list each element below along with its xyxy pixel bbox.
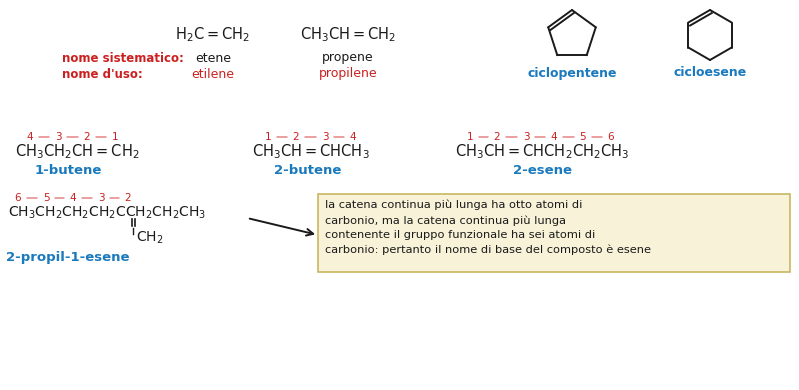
Text: 2: 2	[494, 132, 500, 142]
Text: la catena continua più lunga ha otto atomi di
carbonio, ma la catena continua pi: la catena continua più lunga ha otto ato…	[325, 200, 651, 255]
Text: 2: 2	[84, 132, 90, 142]
Text: 4: 4	[551, 132, 558, 142]
Text: $\mathregular{CH_3CH{=}CHCH_3}$: $\mathregular{CH_3CH{=}CHCH_3}$	[252, 143, 370, 161]
Text: propilene: propilene	[319, 67, 377, 80]
Text: 2-propil-1-esene: 2-propil-1-esene	[6, 252, 129, 264]
Text: 4: 4	[70, 193, 77, 203]
Text: 3: 3	[97, 193, 105, 203]
Text: 2: 2	[125, 193, 131, 203]
Text: nome d'uso:: nome d'uso:	[62, 67, 143, 80]
Text: etilene: etilene	[192, 67, 234, 80]
Text: etene: etene	[195, 51, 231, 64]
Text: $\mathregular{CH_3CH{=}CH_2}$: $\mathregular{CH_3CH{=}CH_2}$	[300, 26, 396, 44]
Text: 5: 5	[580, 132, 586, 142]
Text: $\mathregular{CH_2}$: $\mathregular{CH_2}$	[136, 230, 164, 246]
Text: $\mathregular{CH_3CH{=}CHCH_2CH_2CH_3}$: $\mathregular{CH_3CH{=}CHCH_2CH_2CH_3}$	[455, 143, 630, 161]
Text: 2: 2	[292, 132, 300, 142]
Text: ciclopentene: ciclopentene	[527, 67, 617, 80]
Text: 4: 4	[350, 132, 356, 142]
Text: nome sistematico:: nome sistematico:	[62, 51, 184, 64]
Text: 1: 1	[112, 132, 118, 142]
FancyBboxPatch shape	[318, 194, 790, 272]
Text: 1: 1	[467, 132, 473, 142]
Text: 3: 3	[322, 132, 328, 142]
Text: 5: 5	[42, 193, 50, 203]
Text: 1-butene: 1-butene	[34, 163, 101, 177]
Text: 4: 4	[26, 132, 34, 142]
Text: $\mathregular{CH_3CH_2CH_2CH_2CCH_2CH_2CH_3}$: $\mathregular{CH_3CH_2CH_2CH_2CCH_2CH_2C…	[8, 205, 206, 221]
Text: $\mathregular{H_2C{=}CH_2}$: $\mathregular{H_2C{=}CH_2}$	[176, 26, 251, 44]
Text: cicloesene: cicloesene	[674, 67, 746, 80]
Text: $\mathregular{CH_3CH_2CH{=}CH_2}$: $\mathregular{CH_3CH_2CH{=}CH_2}$	[15, 143, 140, 161]
Text: 3: 3	[523, 132, 529, 142]
Text: 2-esene: 2-esene	[514, 163, 573, 177]
Text: 3: 3	[54, 132, 62, 142]
Text: 6: 6	[14, 193, 22, 203]
Text: 2-butene: 2-butene	[274, 163, 342, 177]
Text: propene: propene	[322, 51, 374, 64]
Text: 6: 6	[608, 132, 614, 142]
Text: 1: 1	[264, 132, 272, 142]
